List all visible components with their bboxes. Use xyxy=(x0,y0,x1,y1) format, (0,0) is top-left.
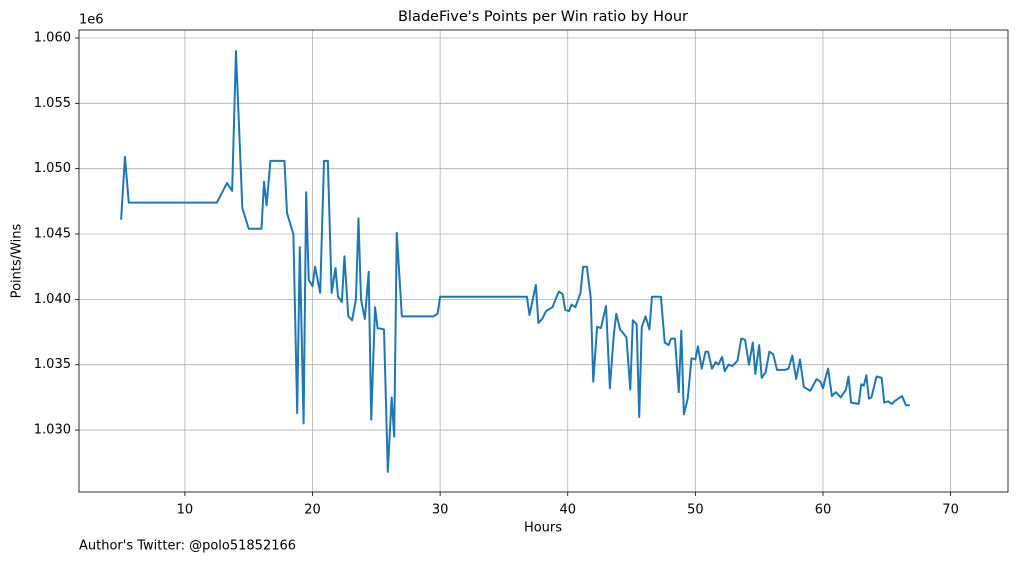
axes-frame xyxy=(78,29,1009,493)
x-tick-label: 70 xyxy=(942,503,959,518)
x-tick-label: 40 xyxy=(559,503,576,518)
y-offset-label: 1e6 xyxy=(79,13,104,28)
y-tick-label: 1.055 xyxy=(34,96,71,111)
footnote: Author's Twitter: @polo51852166 xyxy=(79,539,296,554)
y-tick-label: 1.040 xyxy=(34,292,71,307)
x-tick-label: 50 xyxy=(687,503,704,518)
y-tick-label: 1.035 xyxy=(34,357,71,372)
x-tick-label: 20 xyxy=(304,503,321,518)
y-tick-label: 1.060 xyxy=(34,30,71,45)
data-line xyxy=(120,50,910,473)
x-axis-label: Hours xyxy=(524,521,562,536)
y-tick-label: 1.050 xyxy=(34,161,71,176)
x-tick-label: 10 xyxy=(177,503,194,518)
y-tick-label: 1.045 xyxy=(34,227,71,242)
chart-title: BladeFive's Points per Win ratio by Hour xyxy=(398,9,688,25)
x-tick-label: 60 xyxy=(815,503,832,518)
x-tick-label: 30 xyxy=(432,503,449,518)
y-tick-label: 1.030 xyxy=(34,423,71,438)
y-axis-label: Points/Wins xyxy=(10,223,25,298)
